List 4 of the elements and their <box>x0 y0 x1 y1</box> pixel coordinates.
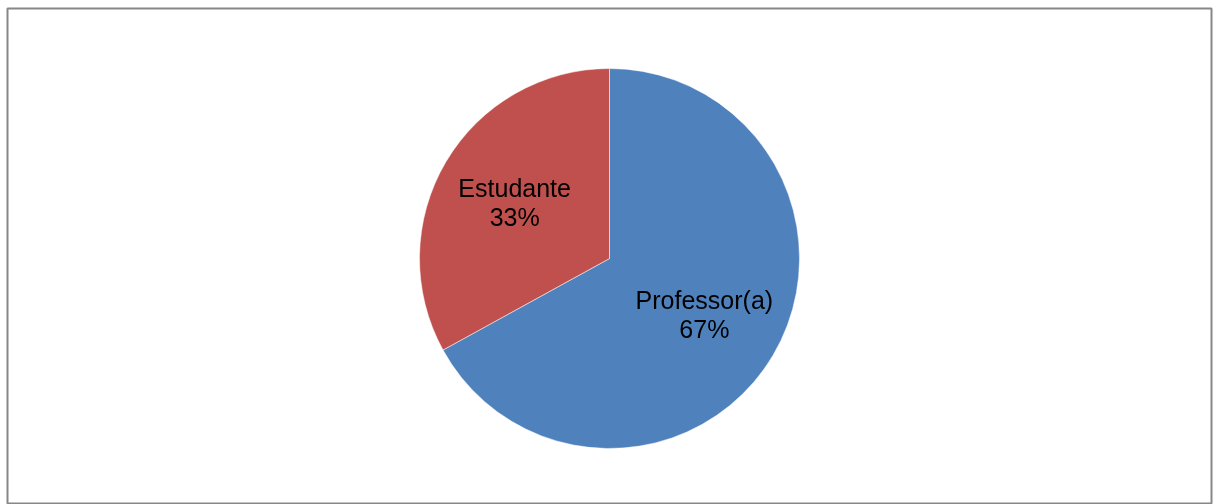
data-label: 33% <box>489 202 540 231</box>
slice-label: Estudante <box>458 173 571 202</box>
slice-label: Professor(a) <box>635 286 774 315</box>
data-label: 67% <box>679 315 730 344</box>
